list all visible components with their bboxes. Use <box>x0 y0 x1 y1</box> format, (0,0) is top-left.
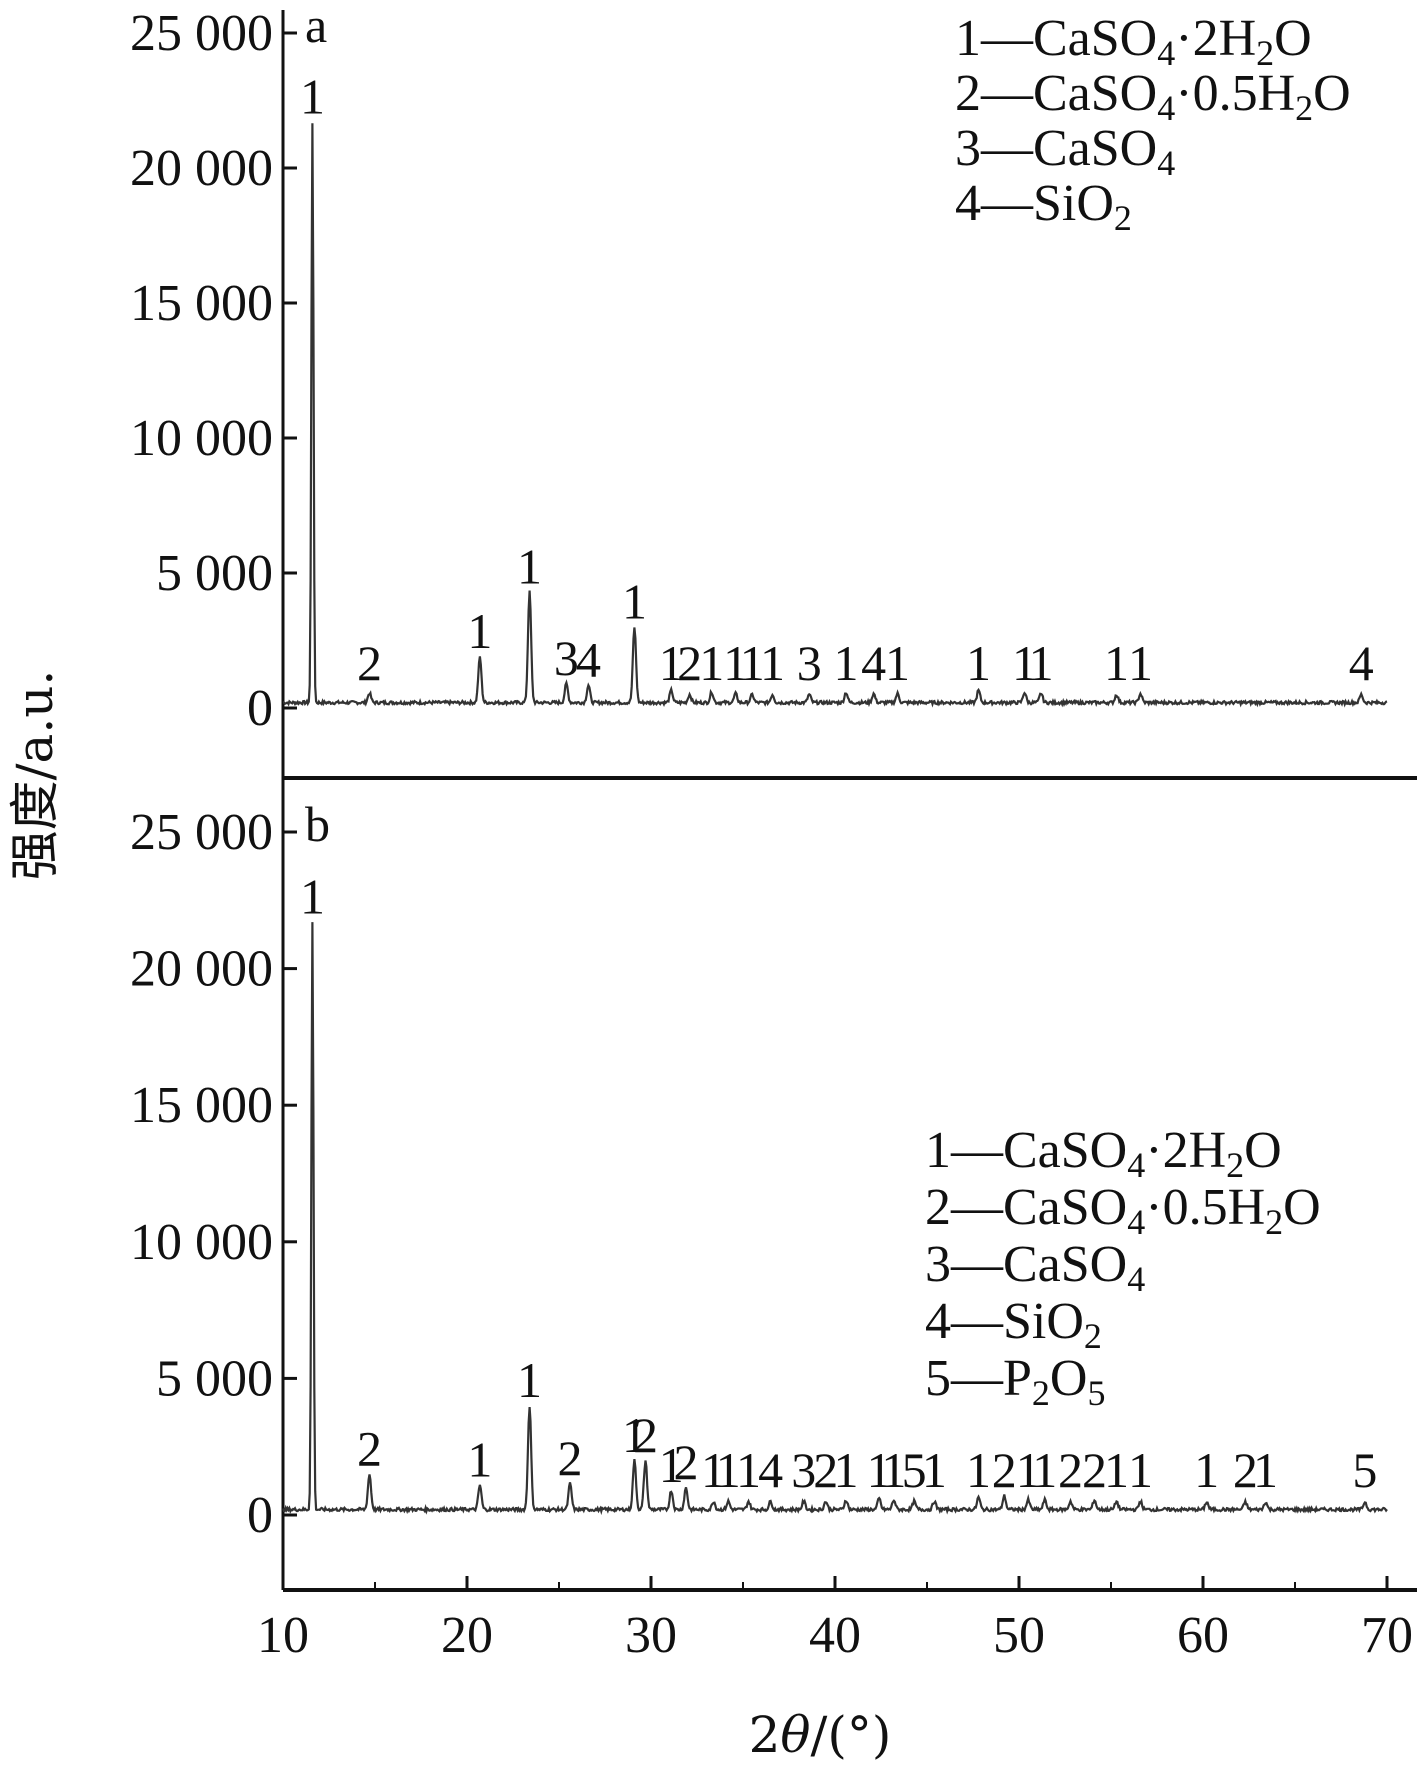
peak-label: 1 <box>1104 1442 1129 1498</box>
peak-label: 1 <box>622 573 647 629</box>
legend-entry: 5—P2O5 <box>925 1350 1105 1413</box>
y-tick-label: 15 000 <box>130 275 273 332</box>
x-tick-label: 60 <box>1177 1607 1229 1664</box>
peak-label: 1 <box>467 1431 492 1487</box>
peak-label: 5 <box>1352 1442 1377 1498</box>
x-tick-label: 70 <box>1361 1607 1413 1664</box>
peak-label: 1 <box>517 538 542 594</box>
peak-label: 1 <box>867 1442 892 1498</box>
peak-label: 1 <box>1016 1442 1041 1498</box>
peak-label: 1 <box>736 1442 761 1498</box>
y-tick-label: 10 000 <box>130 410 273 467</box>
peak-label: 1 <box>1104 635 1129 691</box>
peak-label: 4 <box>861 635 886 691</box>
legend-entry: 4—SiO2 <box>955 175 1132 238</box>
y-tick-label: 0 <box>247 680 273 737</box>
xrd-pattern-line <box>282 123 1388 708</box>
peak-label: 2 <box>558 1430 583 1486</box>
y-tick-label: 20 000 <box>130 140 273 197</box>
peak-label: 1 <box>1194 1442 1219 1498</box>
peak-label: 3 <box>791 1442 816 1498</box>
peak-label: 1 <box>622 1407 647 1463</box>
y-tick-label: 25 000 <box>130 5 273 62</box>
panel-letter: b <box>305 796 330 852</box>
x-tick-label: 50 <box>993 1607 1045 1664</box>
peak-label: 1 <box>881 1442 906 1498</box>
x-axis-label: 2θ/(°) <box>749 1706 892 1764</box>
peak-label: 1 <box>740 635 765 691</box>
peak-label: 2 <box>1233 1442 1258 1498</box>
peak-label: 1 <box>659 1437 684 1493</box>
peak-label: 1 <box>716 1442 741 1498</box>
peak-label: 1 <box>517 1352 542 1408</box>
peak-label: 4 <box>576 631 601 687</box>
peak-label: 2 <box>673 1434 698 1490</box>
peak-label: 1 <box>300 69 325 125</box>
peak-label: 2 <box>357 635 382 691</box>
x-tick-label: 40 <box>809 1607 861 1664</box>
y-tick-label: 0 <box>247 1487 273 1544</box>
peak-label: 2 <box>992 1442 1017 1498</box>
y-tick-label: 15 000 <box>130 1077 273 1134</box>
panel-letter: a <box>305 0 327 53</box>
peak-label: 2 <box>633 1407 658 1463</box>
legend-entry: 2—CaSO4·0.5H2O <box>955 65 1351 128</box>
legend-entry: 3—CaSO4 <box>925 1236 1145 1299</box>
peak-label: 1 <box>1253 1442 1278 1498</box>
peak-label: 2 <box>813 1442 838 1498</box>
peak-label: 1 <box>966 635 991 691</box>
peak-label: 1 <box>760 635 785 691</box>
peak-label: 1 <box>834 635 859 691</box>
x-tick-label: 30 <box>625 1607 677 1664</box>
peak-label: 1 <box>701 1442 726 1498</box>
legend-entry: 4—SiO2 <box>925 1293 1102 1356</box>
peak-label: 3 <box>797 635 822 691</box>
peak-label: 1 <box>723 635 748 691</box>
peak-label: 1 <box>1029 635 1054 691</box>
legend-entry: 2—CaSO4·0.5H2O <box>925 1179 1321 1242</box>
y-tick-label: 20 000 <box>130 941 273 998</box>
peak-label: 1 <box>1128 635 1153 691</box>
peak-label: 1 <box>300 869 325 925</box>
peak-label: 1 <box>834 1442 859 1498</box>
peak-label: 2 <box>357 1420 382 1476</box>
y-tick-label: 5 000 <box>156 545 273 602</box>
peak-label: 1 <box>966 1442 991 1498</box>
peak-label: 1 <box>1012 635 1037 691</box>
peak-label: 1 <box>467 603 492 659</box>
peak-label: 1 <box>885 635 910 691</box>
legend-entry: 1—CaSO4·2H2O <box>955 10 1312 73</box>
xrd-pattern-line <box>281 922 1388 1516</box>
legend-entry: 3—CaSO4 <box>955 120 1175 183</box>
peak-label: 1 <box>659 635 684 691</box>
y-axis-label: 强度/a.u. <box>6 670 64 881</box>
peak-label: 4 <box>1349 635 1374 691</box>
peak-label: 1 <box>922 1442 947 1498</box>
peak-label: 2 <box>1058 1442 1083 1498</box>
legend-entry: 1—CaSO4·2H2O <box>925 1122 1282 1185</box>
peak-label: 1 <box>1032 1442 1057 1498</box>
peak-label: 2 <box>1082 1442 1107 1498</box>
peak-label: 2 <box>677 635 702 691</box>
x-tick-label: 10 <box>257 1607 309 1664</box>
peak-label: 4 <box>758 1442 783 1498</box>
x-tick-label: 20 <box>441 1607 493 1664</box>
peak-label: 1 <box>699 635 724 691</box>
peak-label: 5 <box>902 1442 927 1498</box>
y-tick-label: 25 000 <box>130 804 273 861</box>
y-tick-label: 5 000 <box>156 1350 273 1407</box>
peak-label: 1 <box>1128 1442 1153 1498</box>
y-tick-label: 10 000 <box>130 1214 273 1271</box>
peak-label: 3 <box>554 630 579 686</box>
